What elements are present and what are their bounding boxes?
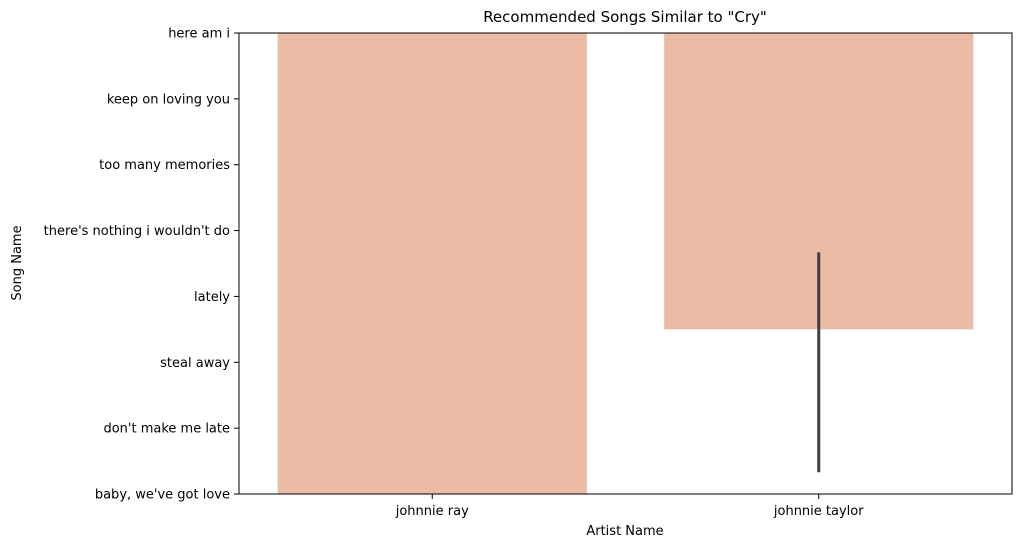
x-tick-label: johnnie ray bbox=[395, 504, 469, 519]
y-tick-label: lately bbox=[194, 290, 230, 305]
y-tick-label: too many memories bbox=[99, 158, 230, 173]
bar-johnnie-ray bbox=[277, 33, 587, 494]
y-tick-label: here am i bbox=[168, 27, 230, 42]
chart-title: Recommended Songs Similar to "Cry" bbox=[483, 8, 767, 26]
x-axis: johnnie ray johnnie taylor bbox=[395, 494, 864, 519]
x-axis-title: Artist Name bbox=[586, 524, 663, 539]
y-tick-label: there's nothing i wouldn't do bbox=[44, 224, 230, 239]
bars bbox=[277, 33, 974, 494]
y-tick-label: keep on loving you bbox=[107, 92, 230, 107]
y-tick-label: baby, we've got love bbox=[95, 488, 230, 503]
y-tick-label: steal away bbox=[160, 356, 230, 371]
plot-frame bbox=[238, 32, 1013, 495]
y-axis-title: Song Name bbox=[10, 225, 25, 300]
y-tick-label: don't make me late bbox=[103, 422, 230, 437]
y-axis: baby, we've got love don't make me late st… bbox=[44, 27, 239, 503]
x-tick-label: johnnie taylor bbox=[773, 504, 864, 519]
